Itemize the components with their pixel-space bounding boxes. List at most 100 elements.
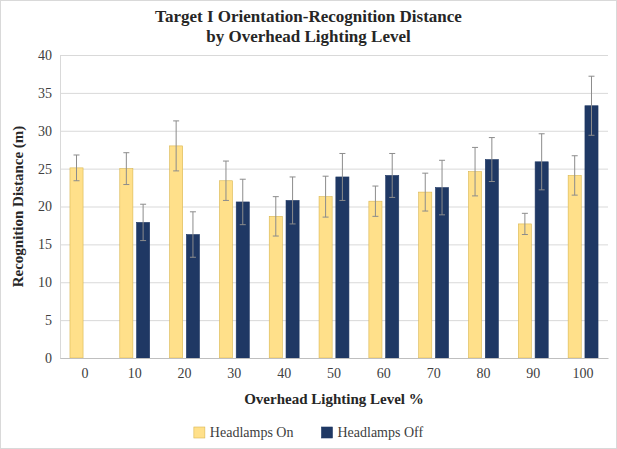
error-bar bbox=[223, 161, 229, 200]
background bbox=[1, 1, 617, 449]
error-cap bbox=[472, 195, 478, 196]
error-stem bbox=[524, 213, 525, 234]
y-tick: 0 bbox=[45, 351, 60, 366]
legend-swatch bbox=[194, 427, 205, 438]
x-tick-label: 100 bbox=[573, 366, 594, 381]
error-bar bbox=[140, 204, 146, 240]
error-cap bbox=[588, 135, 594, 136]
error-cap bbox=[439, 160, 445, 161]
bar bbox=[485, 160, 498, 358]
error-cap bbox=[240, 179, 246, 180]
x-tick: 10 bbox=[128, 358, 142, 381]
x-tick-label: 10 bbox=[128, 366, 142, 381]
error-cap bbox=[190, 257, 196, 258]
x-tick: 100 bbox=[573, 358, 594, 381]
error-bar bbox=[422, 173, 428, 211]
error-stem bbox=[475, 147, 476, 195]
error-cap bbox=[422, 173, 428, 174]
y-tick: 30 bbox=[38, 124, 60, 139]
error-stem bbox=[176, 121, 177, 171]
x-tick-label: 30 bbox=[227, 366, 241, 381]
error-bar bbox=[489, 138, 495, 182]
error-stem bbox=[574, 156, 575, 195]
y-tick: 15 bbox=[38, 237, 60, 252]
error-cap bbox=[123, 152, 129, 153]
error-bar bbox=[190, 212, 196, 257]
grid bbox=[60, 56, 608, 359]
bars bbox=[70, 76, 598, 358]
error-stem bbox=[325, 176, 326, 217]
y-tick-label: 35 bbox=[38, 86, 52, 101]
error-cap bbox=[339, 200, 345, 201]
error-stem bbox=[591, 76, 592, 135]
error-cap bbox=[372, 186, 378, 187]
x-tick: 90 bbox=[526, 358, 540, 381]
error-stem bbox=[192, 212, 193, 257]
x-tick-label: 0 bbox=[81, 366, 88, 381]
error-stem bbox=[491, 138, 492, 182]
x-tick: 80 bbox=[476, 358, 490, 381]
x-tick-label: 50 bbox=[327, 366, 341, 381]
error-cap bbox=[339, 153, 345, 154]
y-tick-label: 20 bbox=[38, 199, 52, 214]
x-tick: 0 bbox=[81, 358, 88, 381]
error-bar bbox=[323, 176, 329, 217]
y-axis-title: Recognition Distance (m) bbox=[10, 126, 27, 288]
x-tick-label: 20 bbox=[178, 366, 192, 381]
error-stem bbox=[342, 153, 343, 200]
error-bar bbox=[290, 177, 296, 224]
grid-line bbox=[60, 358, 608, 359]
y-tick: 40 bbox=[38, 48, 60, 63]
y-tick-label: 10 bbox=[38, 275, 52, 290]
error-stem bbox=[541, 134, 542, 190]
error-bar bbox=[273, 197, 279, 236]
x-tick-label: 90 bbox=[526, 366, 540, 381]
x-tick: 70 bbox=[427, 358, 441, 381]
bar bbox=[170, 146, 183, 358]
grid-line bbox=[60, 93, 608, 94]
error-bar bbox=[173, 121, 179, 171]
plot: 0 5 10 15 20 25 30 35 40 0 10 20 30 40 50 60 70 80 90 100 bbox=[38, 48, 609, 381]
y-tick: 35 bbox=[38, 86, 60, 101]
error-bar bbox=[240, 179, 246, 224]
series bbox=[70, 121, 581, 358]
x-tick: 60 bbox=[377, 358, 391, 381]
error-cap bbox=[472, 147, 478, 148]
bar bbox=[269, 216, 282, 358]
bar bbox=[369, 201, 382, 358]
title: Target I Orientation-Recognition Distanc… bbox=[155, 7, 462, 46]
legend-label: Headlamps On bbox=[210, 425, 294, 440]
x-tick-label: 40 bbox=[277, 366, 291, 381]
legend-swatch bbox=[321, 427, 332, 438]
error-stem bbox=[392, 153, 393, 197]
error-stem bbox=[292, 177, 293, 224]
y-tick: 25 bbox=[38, 162, 60, 177]
series bbox=[137, 76, 598, 358]
x-tick-label: 80 bbox=[476, 366, 490, 381]
error-bar bbox=[522, 213, 528, 234]
chart: Target I Orientation-Recognition Distanc… bbox=[0, 0, 617, 449]
error-cap bbox=[123, 184, 129, 185]
error-stem bbox=[225, 161, 226, 200]
error-cap bbox=[372, 216, 378, 217]
error-cap bbox=[522, 234, 528, 235]
bar bbox=[236, 202, 249, 358]
bar bbox=[518, 224, 531, 358]
y-tick-label: 30 bbox=[38, 124, 52, 139]
error-bar bbox=[74, 155, 80, 181]
y-tick: 20 bbox=[38, 199, 60, 214]
error-cap bbox=[240, 224, 246, 225]
bar bbox=[319, 197, 332, 358]
bar bbox=[386, 175, 399, 358]
error-cap bbox=[140, 204, 146, 205]
error-stem bbox=[442, 160, 443, 215]
error-stem bbox=[242, 179, 243, 224]
x-tick: 40 bbox=[277, 358, 291, 381]
y-tick: 5 bbox=[45, 313, 60, 328]
x-tick-label: 60 bbox=[377, 366, 391, 381]
legend: Headlamps OnHeadlamps Off bbox=[194, 425, 424, 440]
grid-line bbox=[60, 169, 608, 170]
bar bbox=[535, 162, 548, 358]
error-bar bbox=[123, 153, 129, 185]
error-stem bbox=[143, 204, 144, 240]
